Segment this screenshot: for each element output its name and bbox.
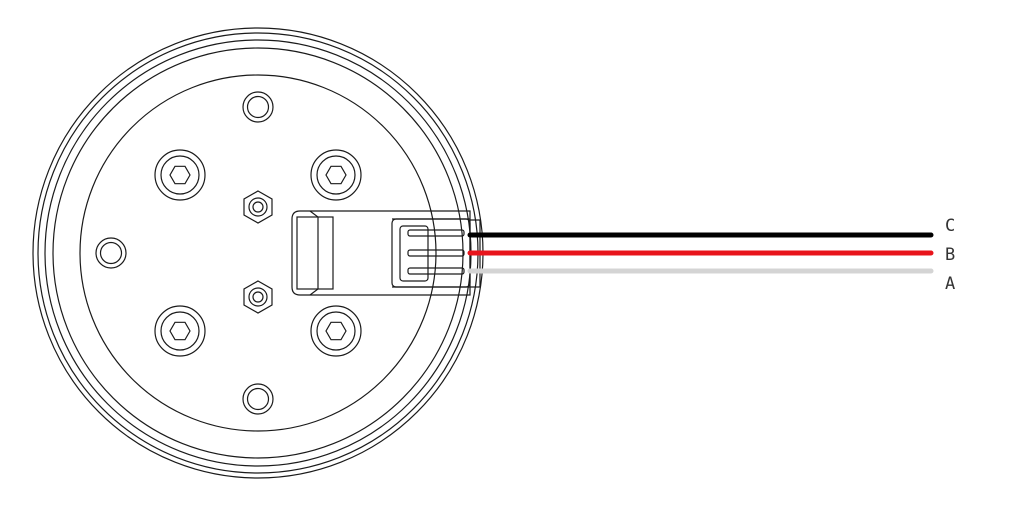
wire-a: A — [467, 268, 955, 294]
wire-label-a: A — [945, 274, 955, 294]
outer-ring-2 — [37, 32, 479, 474]
hex-bolt-bottom-right — [310, 305, 362, 357]
hex-nut-lower — [243, 280, 273, 314]
wire-c: C — [467, 216, 955, 238]
hex-bolt-top-left — [154, 149, 206, 201]
hex-nut-upper — [243, 190, 273, 224]
mount-hole-left — [95, 237, 127, 269]
wire-b: B — [467, 245, 955, 265]
connector-housing — [291, 210, 481, 296]
wire-label-c: C — [945, 216, 955, 236]
inner-ring — [52, 47, 464, 459]
hex-bolt-bottom-left — [154, 305, 206, 357]
middle-ring — [44, 39, 472, 467]
hex-bolt-top-right — [310, 149, 362, 201]
wire-label-b: B — [945, 245, 955, 265]
mount-hole-bottom — [242, 383, 274, 415]
face-plate — [79, 74, 437, 432]
mount-hole-top — [242, 91, 274, 123]
